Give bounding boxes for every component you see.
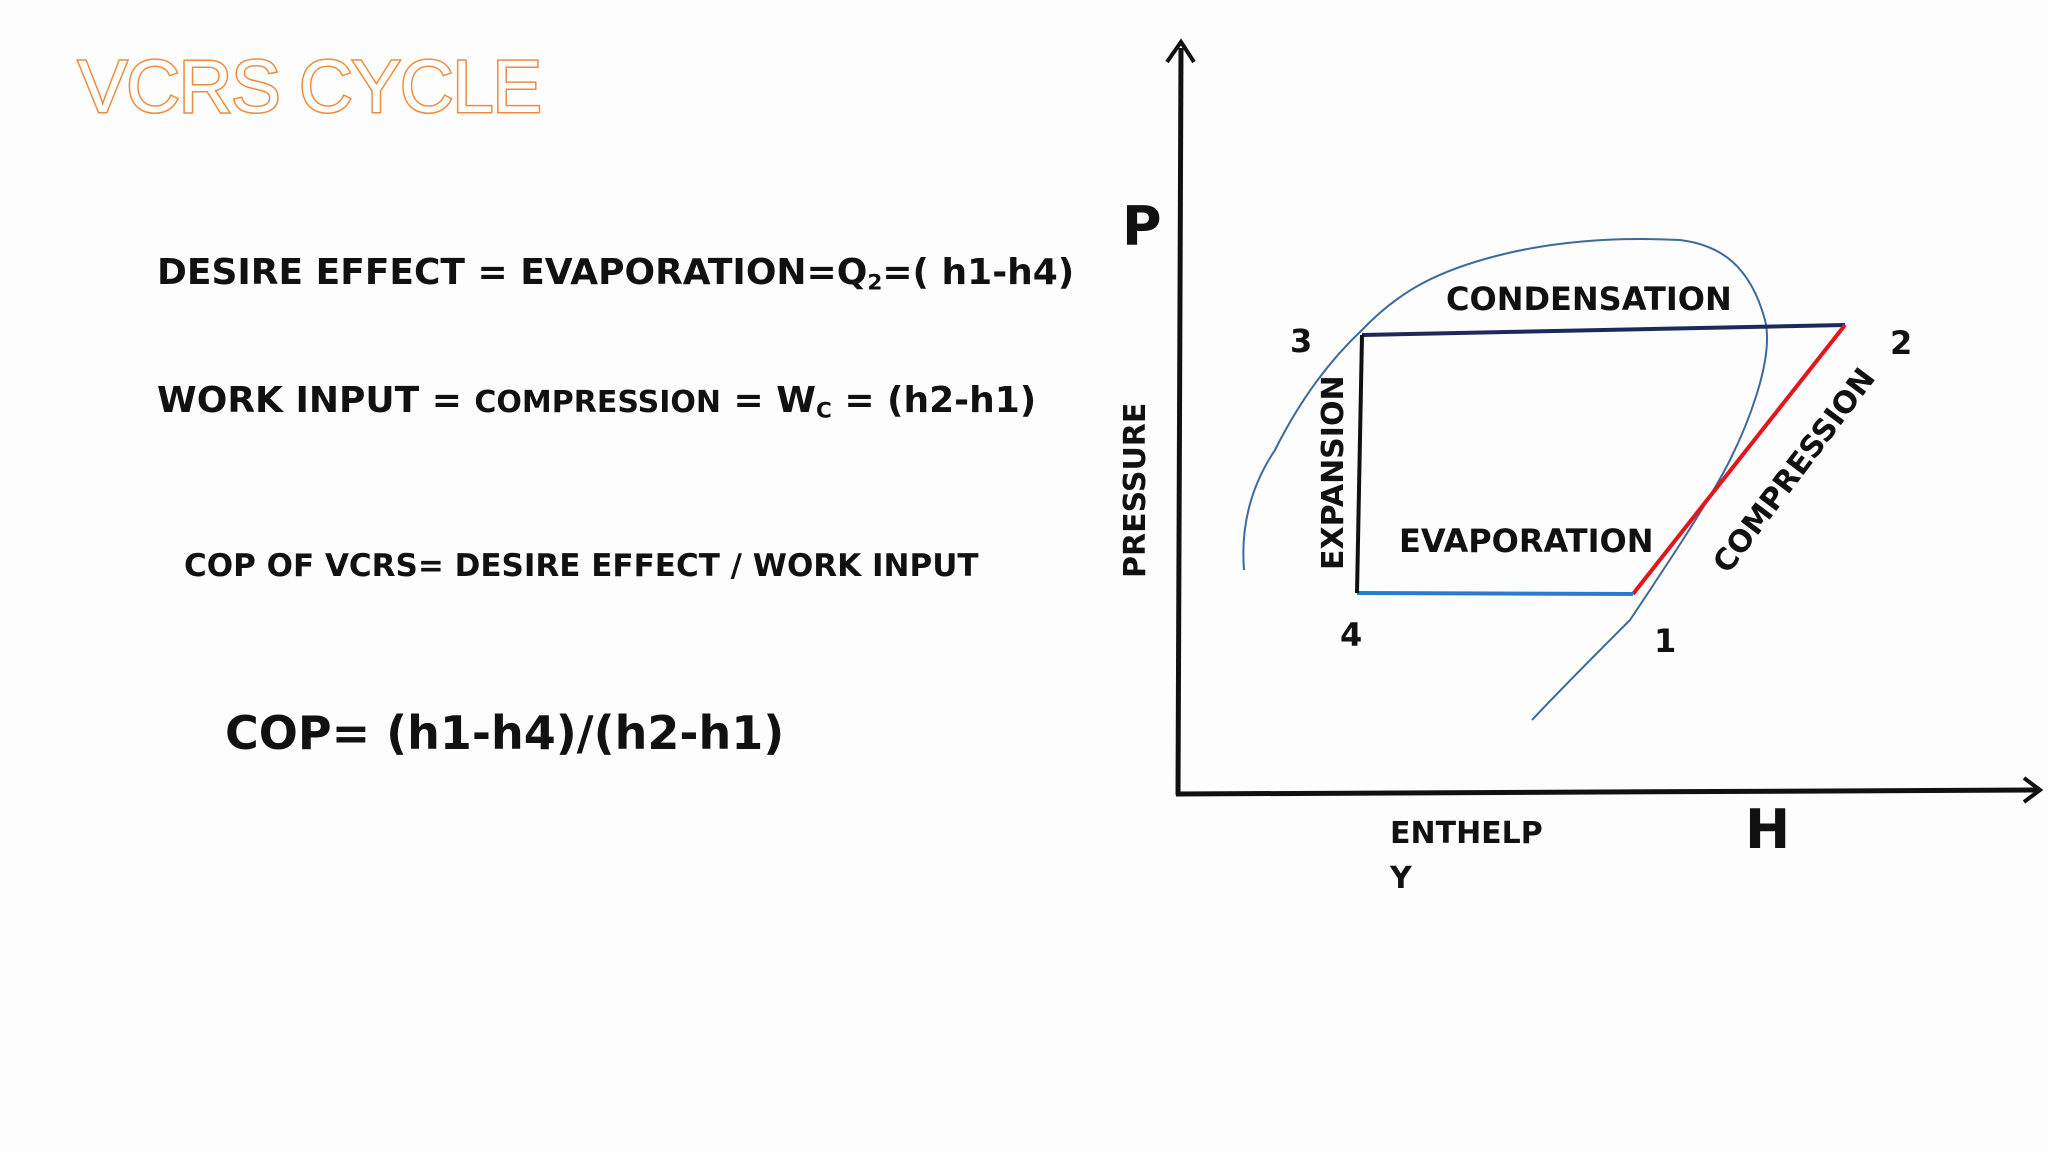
y-axis-label: PRESSURE bbox=[1118, 403, 1153, 578]
point-1-label: 1 bbox=[1654, 622, 1676, 660]
expansion-line bbox=[1355, 334, 1364, 594]
condensation-label: CONDENSATION bbox=[1446, 280, 1732, 318]
expansion-label: EXPANSION bbox=[1316, 375, 1351, 570]
desire-effect-suffix: =( h1-h4) bbox=[882, 252, 1075, 293]
work-input-prefix: WORK INPUT = bbox=[157, 380, 475, 421]
cop-definition: COP OF VCRS= DESIRE EFFECT / WORK INPUT bbox=[184, 548, 979, 584]
y-axis-symbol: P bbox=[1122, 195, 1162, 258]
desire-effect-prefix: DESIRE EFFECT = EVAPORATION=Q bbox=[157, 252, 868, 293]
work-input-subscript: C bbox=[815, 398, 832, 424]
y-axis-arrowhead bbox=[1165, 38, 1196, 64]
evaporation-line bbox=[1356, 591, 1634, 596]
condensation-line bbox=[1361, 323, 1846, 337]
compression-label: COMPRESSION bbox=[1706, 362, 1882, 580]
compression-line bbox=[1631, 323, 1847, 596]
point-3-label: 3 bbox=[1290, 322, 1312, 360]
work-input-eq: = W bbox=[720, 380, 816, 421]
x-axis bbox=[1175, 787, 2041, 797]
evaporation-label: EVAPORATION bbox=[1399, 522, 1654, 560]
saturation-dome bbox=[1242, 237, 1768, 721]
work-input-suffix: = (h2-h1) bbox=[831, 380, 1037, 421]
x-axis-label-line1: ENTHELP bbox=[1390, 816, 1543, 851]
point-2-label: 2 bbox=[1890, 324, 1912, 362]
cop-formula: COP= (h1-h4)/(h2-h1) bbox=[225, 706, 785, 760]
work-input-compression: COMPRESSION bbox=[474, 385, 721, 420]
x-axis-label-line2: Y bbox=[1389, 861, 1413, 896]
desire-effect-subscript: 2 bbox=[867, 270, 883, 296]
point-4-label: 4 bbox=[1340, 616, 1362, 654]
y-axis bbox=[1175, 47, 1184, 796]
x-axis-arrowhead bbox=[2022, 776, 2044, 804]
slide-title: VCRS CYCLE bbox=[77, 44, 544, 130]
work-input-equation: WORK INPUT = COMPRESSION = WC = (h2-h1) bbox=[157, 380, 1036, 423]
desire-effect-equation: DESIRE EFFECT = EVAPORATION=Q2=( h1-h4) bbox=[157, 252, 1074, 295]
x-axis-symbol: H bbox=[1745, 798, 1790, 861]
